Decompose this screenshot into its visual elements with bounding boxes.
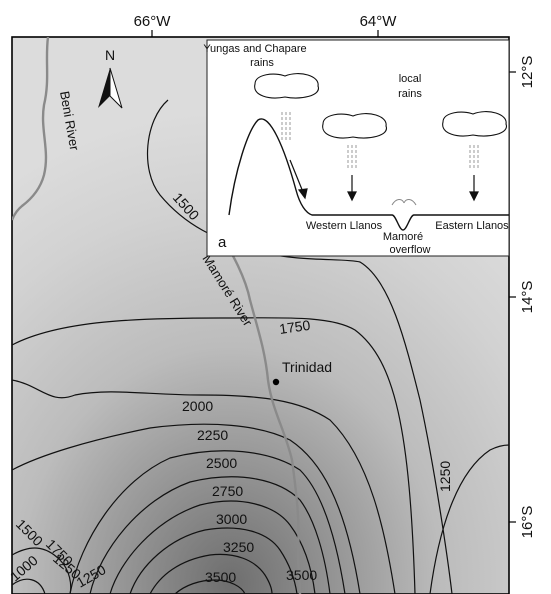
contour-1750-sw-line [12, 547, 72, 594]
inset-panel: Yungas and Chapare rains local rains a W… [203, 39, 510, 257]
arrow-down-icon [297, 188, 308, 200]
contour-1250-east-line [429, 444, 509, 594]
contour-2500-line [69, 450, 346, 594]
contour-label: 1250 [437, 461, 453, 492]
contour-label: 1750 [278, 317, 311, 337]
trinidad-label: Trinidad [282, 359, 332, 375]
contour-1500-sw-line [12, 578, 46, 594]
contour-label: 3500 [205, 569, 236, 585]
contour-2750-line [89, 476, 331, 594]
contour-3500-line [149, 553, 273, 594]
inset-panel-label: a [218, 234, 227, 251]
overflow-arrow-icon [391, 199, 405, 206]
north-label: N [105, 47, 115, 63]
beni-river-line [12, 37, 50, 221]
contour-1500-line [146, 99, 453, 594]
contour-3000-line [109, 500, 316, 594]
north-arrow-icon [98, 68, 110, 108]
lat-label-16s: 16°S [519, 506, 536, 539]
flow-arrows [289, 159, 479, 202]
arrow-down-icon [469, 191, 479, 202]
inset-label-overflow: overflow [390, 244, 431, 256]
cloud-icon [322, 113, 387, 139]
contour-2000-line [12, 379, 396, 594]
inset-label-yungas: Yungas and Chapare [203, 43, 306, 55]
terrain-profile-line [228, 118, 509, 231]
arrow-down-icon [347, 191, 357, 202]
rain-streaks [281, 112, 479, 170]
contour-label: 2250 [197, 427, 228, 443]
contour-label: 3500 [286, 567, 317, 583]
contour-1750-line [12, 317, 416, 594]
contour-label: 2500 [206, 455, 237, 471]
inset-frame [206, 39, 510, 257]
mamore-river-line [214, 224, 302, 594]
inset-label-western: Western Llanos [306, 220, 383, 232]
inset-label-local: local [399, 73, 422, 85]
north-arrow-icon-right [109, 67, 123, 109]
contour-lines [12, 99, 509, 594]
lon-label-66w: 66°W [134, 13, 172, 30]
lon-label-64w: 64°W [360, 13, 398, 30]
inset-label-yungas-rains: rains [250, 57, 274, 69]
contour-3750-line [174, 579, 246, 594]
contour-label: 3250 [223, 539, 254, 555]
contour-3250-line [129, 527, 298, 594]
cloud-icon [442, 111, 507, 137]
contour-label: 2750 [212, 483, 243, 499]
contour-2250-line [12, 423, 361, 594]
lat-label-14s: 14°S [519, 281, 536, 314]
contour-label: 3000 [216, 511, 247, 527]
inset-label-eastern: Eastern Llanos [435, 220, 509, 232]
inset-label-mamore: Mamoré [383, 231, 423, 243]
overflow-arrow-icon-right [403, 199, 417, 206]
cloud-icon [254, 73, 319, 99]
lat-label-12s: 12°S [519, 56, 536, 89]
inset-label-local-rains: rains [398, 88, 422, 100]
contour-label: 2000 [182, 398, 213, 414]
trinidad-marker [272, 378, 280, 386]
